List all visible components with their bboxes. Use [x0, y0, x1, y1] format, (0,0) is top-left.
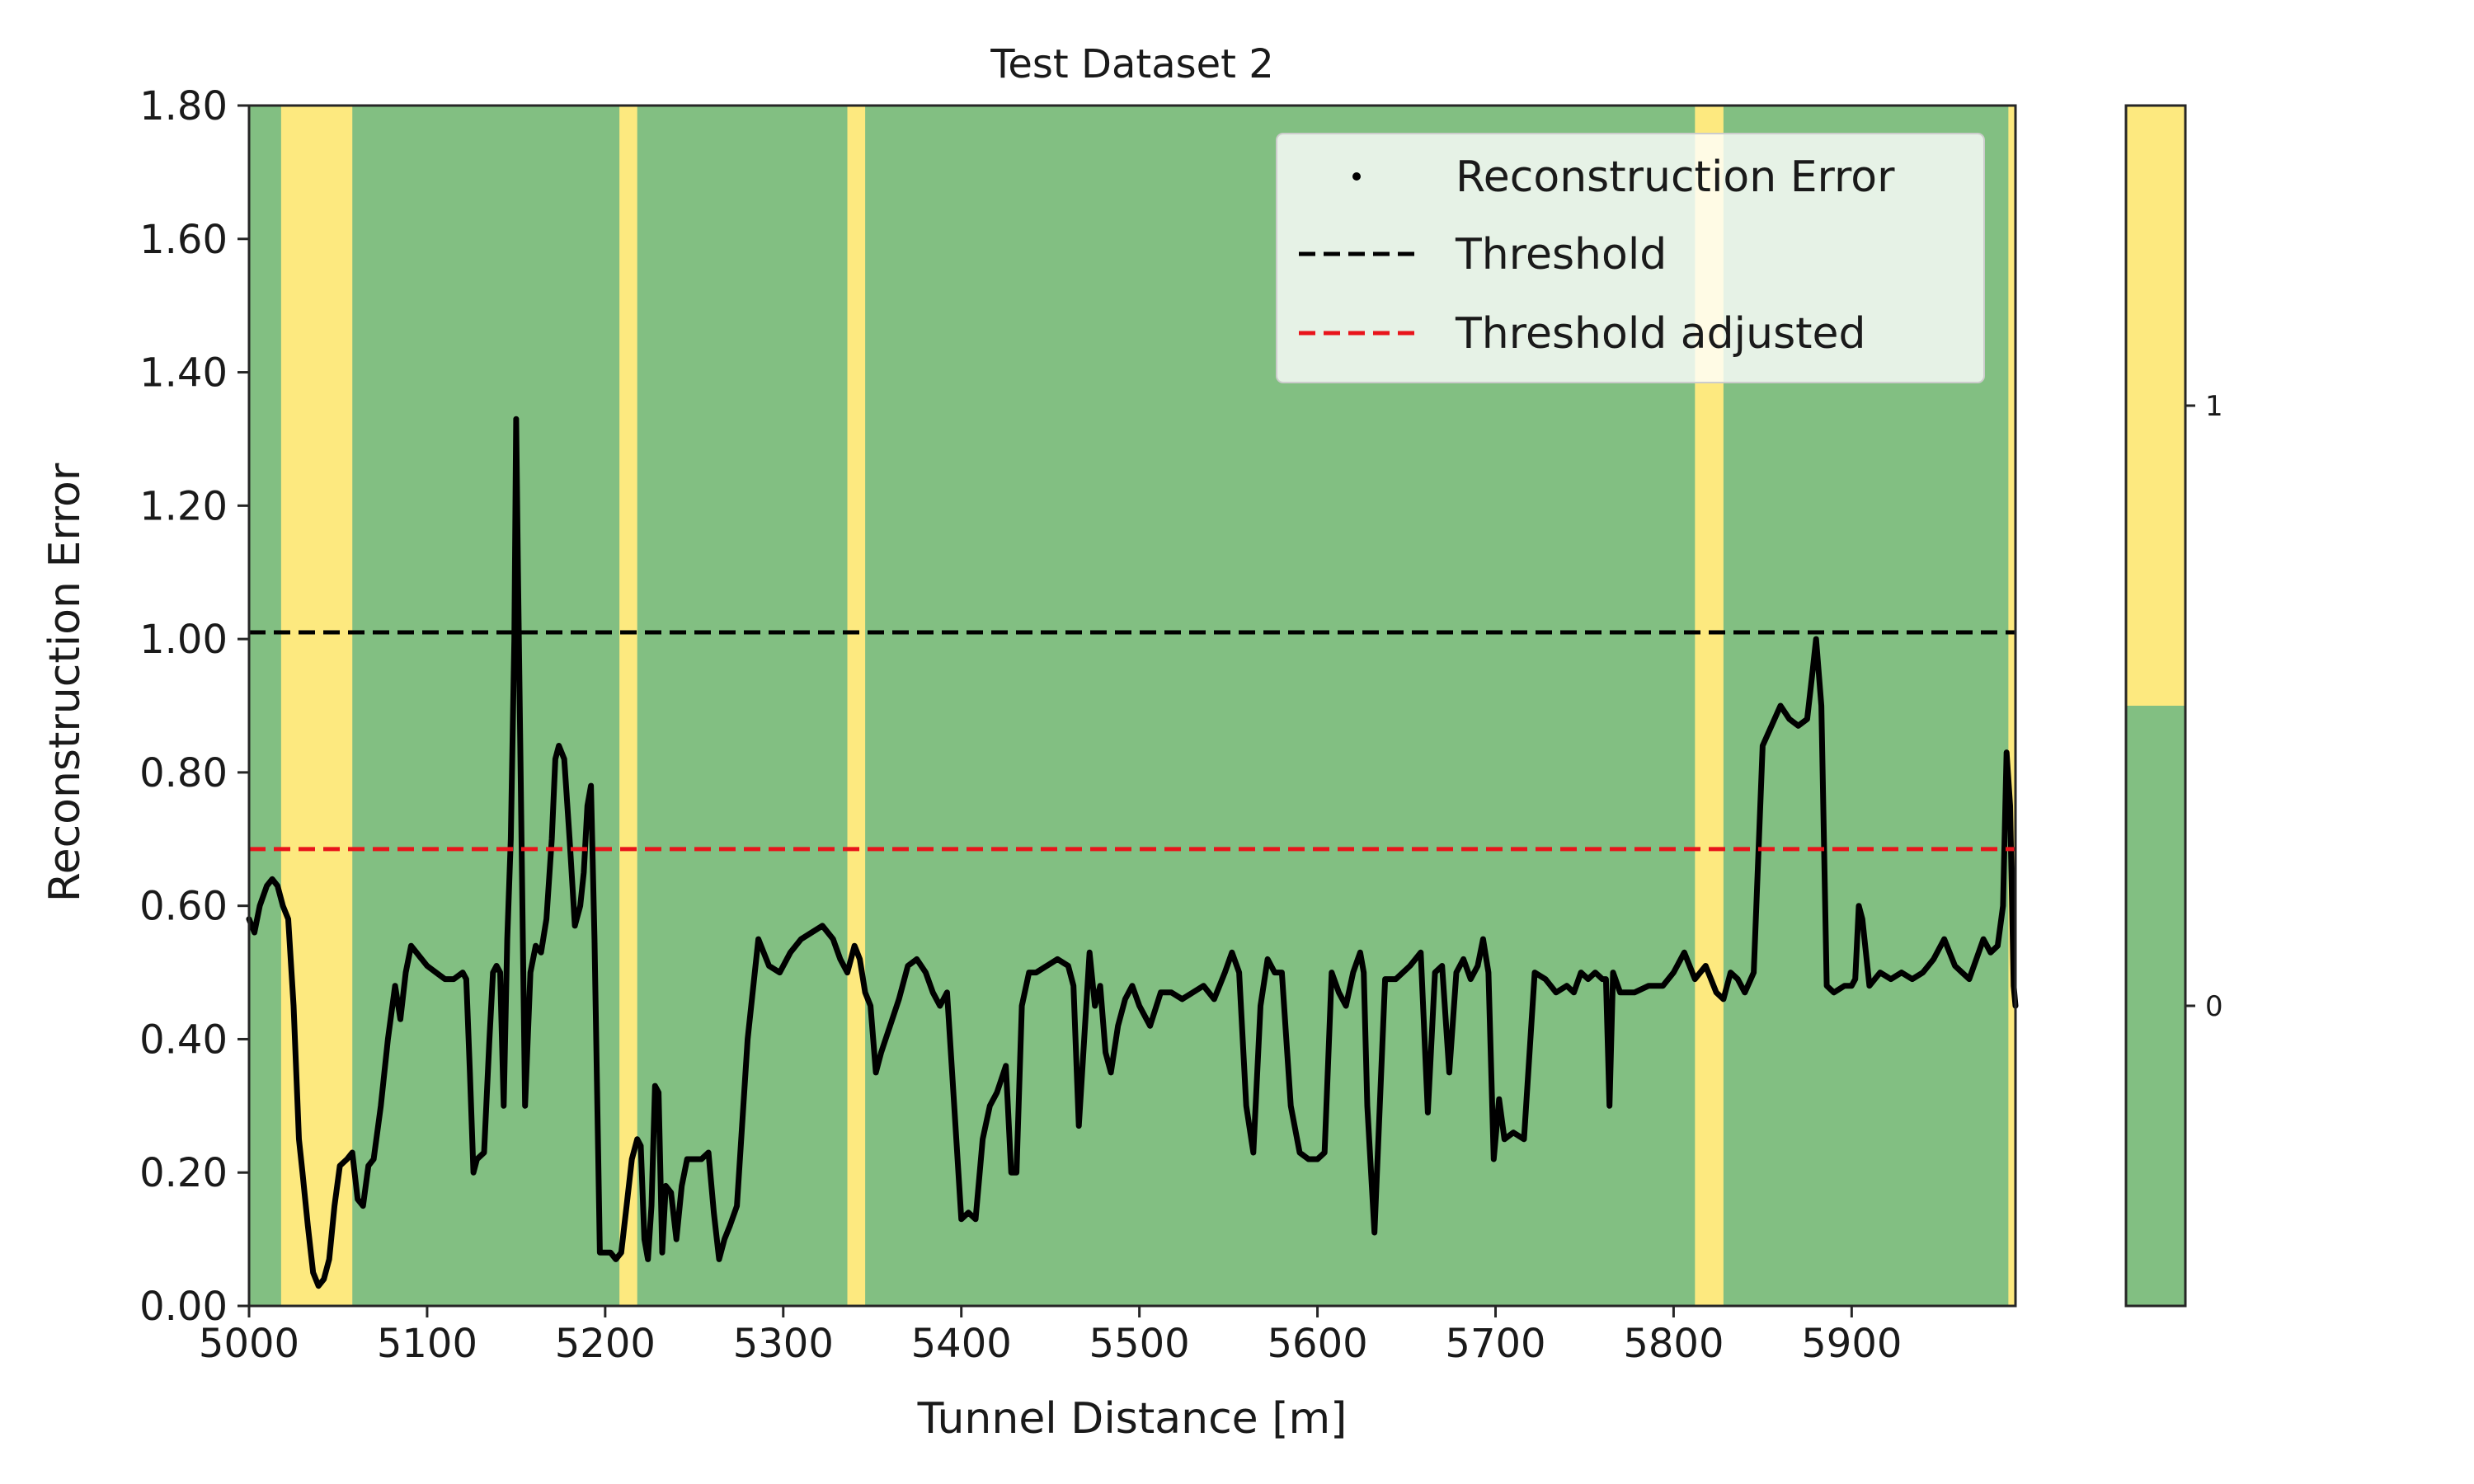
legend-label-1: Threshold — [1455, 230, 1667, 279]
anomaly-band-2 — [847, 106, 866, 1306]
colorbar-tick-label-1: 1 — [2205, 390, 2223, 423]
y-tick-label-2: 0.40 — [139, 1017, 228, 1063]
reconstruction-error-series — [246, 416, 2019, 1289]
colorbar-segment-0 — [2126, 706, 2185, 1306]
x-tick-label-2: 5200 — [555, 1321, 656, 1367]
y-axis-label: Reconstruction Error — [40, 463, 90, 902]
x-axis: 5000 5100 5200 5300 5400 5500 5600 5700 5800 5900 — [199, 1306, 1902, 1367]
legend: Reconstruction Error Threshold Threshold a… — [1276, 133, 1985, 383]
plot-frame — [247, 104, 2017, 1308]
x-tick-label-7: 5700 — [1445, 1321, 1545, 1367]
x-tick-label-4: 5400 — [911, 1321, 1012, 1367]
y-axis: 0.00 0.20 0.40 0.60 0.80 1.00 1.20 1.40 1.60 1.80 — [139, 83, 249, 1330]
legend-box — [1276, 133, 1985, 383]
x-tick-label-3: 5300 — [733, 1321, 834, 1367]
x-tick-label-5: 5500 — [1089, 1321, 1190, 1367]
y-tick-label-8: 1.60 — [139, 217, 228, 263]
x-axis-label: Tunnel Distance [m] — [917, 1394, 1348, 1444]
legend-label-0: Reconstruction Error — [1456, 153, 1895, 202]
chart-title: Test Dataset 2 — [990, 41, 1274, 87]
y-tick-label-1: 0.20 — [139, 1150, 228, 1196]
y-tick-label-0: 0.00 — [139, 1284, 228, 1330]
y-tick-label-3: 0.60 — [139, 884, 228, 930]
x-tick-label-8: 5800 — [1623, 1321, 1724, 1367]
y-tick-label-4: 0.80 — [139, 750, 228, 796]
anomaly-band-1 — [619, 106, 637, 1306]
x-tick-label-1: 5100 — [377, 1321, 477, 1367]
colorbar-segment-1 — [2126, 106, 2185, 706]
anomaly-band-4 — [2008, 106, 2015, 1306]
x-tick-label-0: 5000 — [199, 1321, 299, 1367]
legend-marker-0 — [1352, 172, 1361, 181]
y-tick-label-5: 1.00 — [139, 617, 228, 663]
x-tick-label-9: 5900 — [1801, 1321, 1902, 1367]
y-tick-label-9: 1.80 — [139, 83, 228, 129]
colorbar-tick-label-0: 0 — [2205, 990, 2223, 1023]
colorbar: 01 — [2124, 104, 2223, 1308]
y-tick-label-7: 1.40 — [139, 350, 228, 397]
x-tick-label-6: 5600 — [1267, 1321, 1367, 1367]
y-tick-label-6: 1.20 — [139, 483, 228, 529]
legend-label-2: Threshold adjusted — [1455, 309, 1866, 359]
anomaly-band-0 — [280, 106, 353, 1306]
colorbar-frame — [2124, 104, 2187, 1308]
